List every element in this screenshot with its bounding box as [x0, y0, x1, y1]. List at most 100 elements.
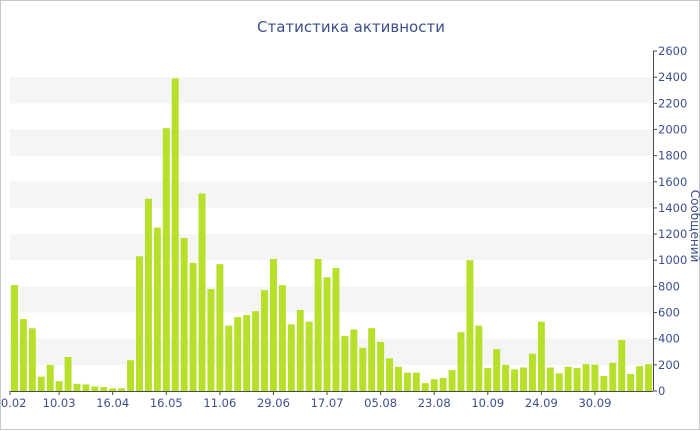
- bar: [323, 277, 331, 391]
- bar: [332, 268, 340, 391]
- bar: [305, 321, 313, 391]
- bar: [582, 364, 590, 391]
- x-axis-ticks: 20.02 10.03 16.04 16.05 11.06 29.06 17.07 05.08…: [1, 391, 611, 410]
- x-tick-label: 10.09: [471, 396, 504, 410]
- y-tick-label: 1800: [658, 149, 687, 163]
- x-tick-label: 11.06: [203, 396, 236, 410]
- bar: [73, 383, 81, 391]
- bar: [225, 325, 233, 391]
- bar: [412, 372, 420, 391]
- bar: [573, 368, 581, 391]
- bar: [269, 258, 277, 391]
- bar: [19, 319, 27, 391]
- bar: [46, 364, 54, 391]
- bar: [528, 353, 536, 391]
- bar: [645, 364, 653, 391]
- bar: [91, 386, 99, 391]
- grid-band: [10, 181, 653, 208]
- y-tick-label: 1200: [658, 227, 687, 241]
- bar: [109, 388, 117, 391]
- bar: [296, 309, 304, 391]
- bar: [136, 256, 143, 391]
- bar: [609, 362, 617, 391]
- y-tick-label: 2200: [658, 96, 687, 110]
- bar: [287, 324, 295, 391]
- x-tick-label: 10.03: [43, 396, 76, 410]
- x-tick-label: 20.02: [1, 396, 26, 410]
- x-tick-label: 16.05: [150, 396, 183, 410]
- y-tick-label: 2600: [658, 44, 687, 58]
- y-tick-label: 0: [658, 384, 665, 398]
- bar: [314, 258, 322, 391]
- y-tick-label: 200: [658, 358, 680, 372]
- bar: [403, 372, 411, 391]
- grid-band: [10, 286, 653, 313]
- bar: [627, 374, 635, 391]
- y-tick-label: 400: [658, 332, 680, 346]
- y-tick-label: 2000: [658, 122, 687, 136]
- bar: [430, 379, 438, 391]
- y-axis-label: Сообщений: [688, 190, 700, 263]
- bar: [475, 325, 483, 391]
- bar: [618, 340, 626, 391]
- bar: [484, 368, 492, 391]
- bar: [457, 332, 465, 391]
- grid-band: [10, 338, 653, 365]
- bar: [28, 328, 36, 391]
- bar: [350, 329, 358, 391]
- bar: [118, 388, 126, 391]
- bar: [162, 128, 170, 391]
- bar: [636, 366, 644, 391]
- bar: [421, 383, 429, 391]
- bar: [386, 358, 394, 391]
- bar: [207, 289, 215, 391]
- grid-band: [10, 129, 653, 156]
- y-tick-label: 1400: [658, 201, 687, 215]
- bar: [377, 341, 385, 391]
- x-tick-label: 29.06: [257, 396, 290, 410]
- bar: [537, 321, 545, 391]
- bar: [493, 349, 501, 391]
- bar: [153, 227, 161, 391]
- y-tick-label: 600: [658, 306, 680, 320]
- bar: [198, 193, 206, 391]
- bar: [439, 377, 447, 391]
- grid-band: [10, 77, 653, 104]
- bar: [55, 381, 63, 391]
- bar: [216, 264, 224, 391]
- chart-title: Статистика активности: [257, 18, 445, 36]
- bar: [171, 78, 179, 391]
- bar: [189, 262, 197, 391]
- bar: [359, 347, 367, 391]
- bar: [37, 376, 45, 391]
- x-tick-label: 17.07: [311, 396, 344, 410]
- bar: [511, 369, 519, 391]
- bar: [564, 366, 572, 391]
- bar: [368, 328, 376, 391]
- y-tick-label: 1600: [658, 175, 687, 189]
- grid-bands: [10, 77, 653, 365]
- y-tick-label: 800: [658, 279, 680, 293]
- bar: [591, 364, 599, 391]
- bar: [10, 285, 18, 391]
- grid-band: [10, 234, 653, 261]
- bar: [100, 387, 108, 391]
- bar: [261, 290, 269, 391]
- x-tick-label: 30.09: [578, 396, 611, 410]
- bar: [278, 285, 286, 391]
- bar: [546, 367, 554, 391]
- bar: [64, 357, 72, 391]
- x-tick-label: 05.08: [364, 396, 397, 410]
- bar: [394, 366, 402, 391]
- bar: [600, 375, 608, 391]
- bar: [127, 360, 135, 391]
- y-axis-ticks: 0 200 400 600 800 1000 1200 1400 1600 1800 2000 220…: [653, 44, 687, 398]
- bar: [502, 364, 510, 391]
- bar: [555, 373, 563, 391]
- bar: [82, 384, 90, 391]
- bar: [252, 311, 260, 391]
- x-tick-label: 23.08: [418, 396, 451, 410]
- y-tick-label: 1000: [658, 253, 687, 267]
- bar: [520, 367, 527, 391]
